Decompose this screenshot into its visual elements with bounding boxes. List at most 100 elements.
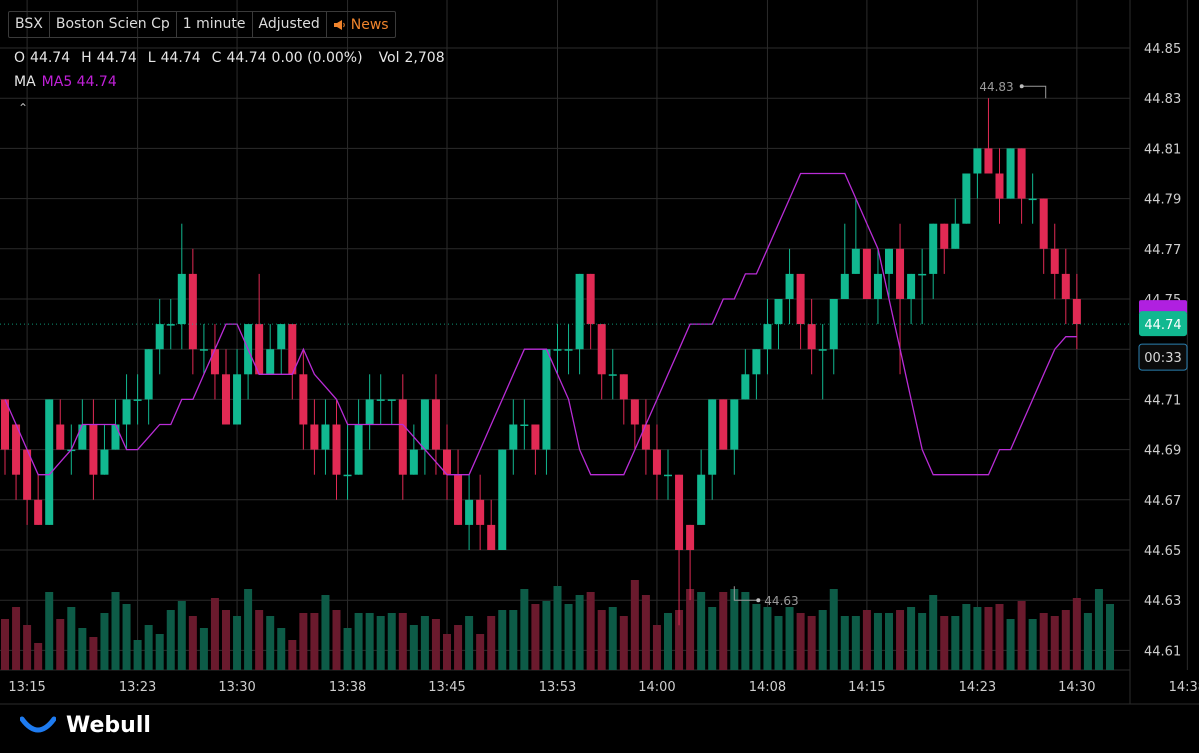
candle-body [542, 349, 551, 450]
volume-bar [34, 643, 43, 670]
time-tick-label: 13:45 [428, 680, 465, 695]
volume-bar [741, 592, 750, 670]
volume-bar [951, 616, 960, 670]
time-tick-label: 13:38 [329, 680, 366, 695]
candle-body [233, 374, 242, 425]
high-marker-label: 44.83 [979, 80, 1013, 94]
volume-bar [896, 610, 905, 670]
candle-body [498, 449, 507, 550]
candle-body [56, 424, 65, 450]
megaphone-icon [333, 19, 345, 30]
interval-button[interactable]: 1 minute [177, 12, 253, 37]
candle-body [730, 399, 739, 450]
candle-body [45, 399, 54, 525]
volume-bar [166, 610, 175, 670]
candle-body [575, 273, 584, 350]
adjust-button[interactable]: Adjusted [253, 12, 327, 37]
price-tick-label: 44.67 [1144, 494, 1181, 509]
candle-body [840, 273, 849, 299]
volume-bar [465, 616, 474, 670]
price-tick-label: 44.65 [1144, 544, 1181, 559]
candle-body [155, 324, 164, 350]
low-value: 44.74 [160, 50, 201, 66]
candle-body [89, 424, 98, 475]
candle-body [23, 449, 32, 500]
candle-body [531, 424, 540, 450]
volume-bar [697, 592, 706, 670]
candle-body [387, 399, 396, 401]
volume-bar [586, 592, 595, 670]
volume-bar [542, 601, 551, 670]
ma-label: MA [14, 74, 36, 90]
volume-bar [310, 613, 319, 670]
low-label: L [147, 50, 156, 66]
candle-body [133, 399, 142, 401]
price-annotations: 44.83 44.63 [733, 80, 1047, 608]
volume-bar [12, 607, 21, 670]
candle-body [1072, 299, 1081, 325]
candle-body [719, 399, 728, 450]
volume-bar [487, 616, 496, 670]
time-tick-label: 13:15 [8, 680, 45, 695]
open-value: 44.74 [30, 50, 71, 66]
last-price-label: 44.74 [1144, 318, 1181, 333]
volume-bar [354, 613, 363, 670]
volume-bar [476, 634, 485, 670]
candle-body [597, 324, 606, 375]
volume-label: Vol [378, 50, 400, 66]
high-marker-dot [1019, 84, 1024, 89]
candle-body [255, 324, 264, 375]
volume-bar [796, 613, 805, 670]
high-value: 44.74 [96, 50, 137, 66]
symbol-label[interactable]: BSX [9, 12, 50, 37]
candle-body [365, 399, 374, 425]
volume-bar [608, 607, 617, 670]
volume-bar [443, 634, 451, 670]
candle-body [951, 223, 960, 249]
volume-bar [188, 616, 197, 670]
volume-bar [774, 616, 783, 670]
volume-bar [840, 616, 849, 670]
candle-body [940, 223, 949, 249]
change-value: 0.00 (0.00%) [271, 50, 363, 66]
volume-bar [641, 595, 650, 670]
candle-body [166, 324, 175, 326]
candle-body [1017, 148, 1026, 199]
news-button[interactable]: News [327, 12, 395, 37]
candle-body [310, 424, 319, 450]
time-tick-label: 14:15 [848, 680, 885, 695]
candle-body [266, 349, 275, 375]
candle-body [199, 349, 208, 351]
candle-body [553, 349, 562, 351]
candle-body [675, 474, 684, 550]
candle-body [873, 273, 882, 299]
volume-bar [1094, 589, 1103, 670]
candle-body [12, 424, 21, 475]
candle-body [122, 399, 131, 425]
candle-body [332, 424, 341, 475]
last-price-tag [1139, 311, 1187, 337]
high-marker-line [1021, 85, 1047, 99]
candle-body [1050, 248, 1059, 274]
volume-bar [807, 616, 816, 670]
volume-bar [664, 613, 672, 670]
volume-bar [619, 616, 628, 670]
candle-body [708, 399, 717, 475]
volume-bar [597, 610, 606, 670]
chevron-up-icon[interactable]: ⌃ [18, 101, 29, 115]
volume-bar [144, 625, 153, 670]
candle-body [796, 273, 805, 325]
candle-body [520, 424, 529, 426]
candle-body [321, 424, 330, 450]
time-tick-label: 14:00 [638, 680, 675, 695]
low-marker-dot [756, 598, 761, 603]
ma-legend: MA MA5 44.74 [14, 74, 117, 90]
volume-bar [652, 625, 661, 670]
candle-body [752, 349, 761, 375]
volume-bar [719, 592, 728, 670]
news-label: News [350, 16, 389, 33]
open-label: O [14, 50, 26, 66]
volume-bar [929, 595, 938, 670]
candle-body [1061, 273, 1070, 299]
